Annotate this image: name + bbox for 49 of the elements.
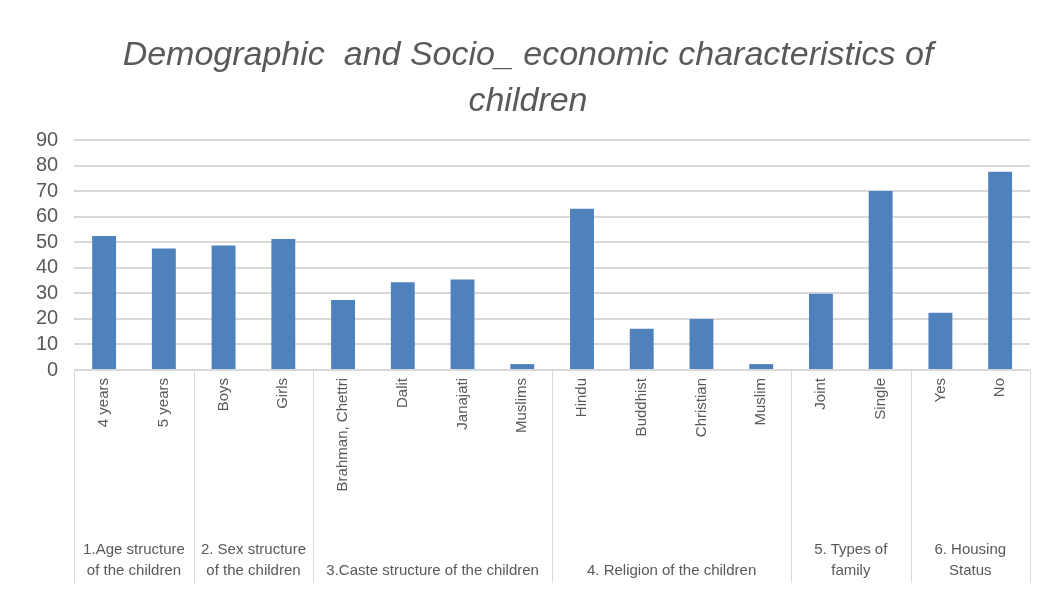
x-tick-label: Hindu xyxy=(572,378,590,418)
bar xyxy=(629,328,654,369)
bar xyxy=(749,364,774,369)
bar xyxy=(868,191,893,369)
bar xyxy=(510,364,535,369)
bar xyxy=(92,236,117,369)
y-tick-label: 60 xyxy=(36,204,59,227)
bar xyxy=(450,279,475,369)
x-tick-label: Joint xyxy=(811,377,829,410)
bar xyxy=(689,318,714,369)
x-tick-label: Buddhist xyxy=(631,377,649,437)
x-tick-label: 5 years xyxy=(153,378,171,428)
bar xyxy=(211,245,236,369)
y-tick-label: 80 xyxy=(36,153,59,176)
text: 4. Religion of the children xyxy=(586,561,757,578)
text: 2. Sex structure of the children xyxy=(200,540,306,578)
x-tick-label: Girls xyxy=(273,378,291,409)
y-tick-label: 10 xyxy=(36,331,59,354)
x-tick-label: 4 years xyxy=(94,378,112,428)
x-tick-label: Muslims xyxy=(512,378,530,433)
x-tick-label: Yes xyxy=(930,378,948,403)
bar xyxy=(570,208,594,369)
y-tick-label: 70 xyxy=(36,178,59,201)
text: 1.Age structure of the children xyxy=(83,540,185,578)
bar xyxy=(271,238,296,369)
bar xyxy=(390,282,415,369)
x-tick-label: Muslim xyxy=(751,378,769,426)
x-tick-label: Brahman, Chettri xyxy=(333,378,351,492)
text: 6. Housing Status xyxy=(934,540,1007,578)
bar xyxy=(808,293,833,369)
bar xyxy=(928,312,953,369)
y-tick-label: 0 xyxy=(47,357,59,380)
y-tick-label: 20 xyxy=(36,306,59,329)
y-tick-label: 90 xyxy=(36,127,59,150)
chart-title: Demographic and Socio_ economic characteristics of children xyxy=(121,33,938,120)
x-tick-label: Dalit xyxy=(392,377,410,409)
bar xyxy=(988,171,1013,369)
bar xyxy=(331,299,355,369)
text: 5. Types of family xyxy=(814,540,889,578)
y-tick-label: 40 xyxy=(36,255,59,278)
x-tick-label: Christian xyxy=(691,378,709,438)
text: 3.Caste structure of the children xyxy=(326,561,539,578)
x-tick-label: Single xyxy=(870,378,888,420)
y-tick-label: 30 xyxy=(36,280,59,303)
x-tick-label: Boys xyxy=(213,378,231,412)
x-tick-label: No xyxy=(990,378,1008,398)
x-tick-label: Janajati xyxy=(452,378,470,430)
bar xyxy=(151,248,176,369)
y-tick-label: 50 xyxy=(36,229,59,252)
